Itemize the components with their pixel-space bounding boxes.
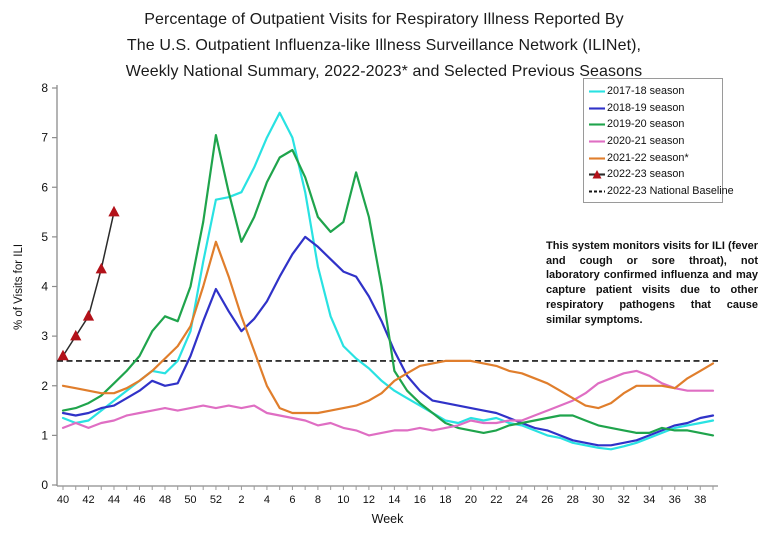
x-tick-label: 46 (133, 494, 145, 506)
y-tick-label: 2 (41, 379, 48, 393)
x-tick-label: 26 (541, 494, 553, 506)
x-tick-label: 52 (210, 494, 222, 506)
x-tick-label: 22 (490, 494, 502, 506)
x-tick-label: 44 (108, 494, 120, 506)
legend-label: 2018-19 season (607, 101, 685, 114)
x-tick-label: 32 (618, 494, 630, 506)
series-marker-triangle (70, 329, 82, 341)
chart-title-line-1: Percentage of Outpatient Visits for Resp… (144, 11, 624, 28)
y-tick-label: 3 (41, 329, 48, 343)
x-tick-label: 16 (414, 494, 426, 506)
x-tick-label: 50 (184, 494, 196, 506)
y-tick-label: 8 (41, 81, 48, 95)
legend-line-swatch-icon (589, 140, 605, 143)
series-marker-triangle (95, 262, 107, 274)
legend-line-swatch-icon (589, 157, 605, 160)
y-tick-label: 7 (41, 131, 48, 145)
x-tick-label: 30 (592, 494, 604, 506)
x-tick-label: 14 (388, 494, 400, 506)
y-tick-label: 0 (41, 478, 48, 492)
x-tick-label: 34 (643, 494, 655, 506)
legend-item: 2020-21 season (588, 133, 718, 150)
chart-legend: 2017-18 season 2018-19 season 2019-20 seas… (583, 78, 734, 204)
x-tick-label: 8 (315, 494, 321, 506)
legend-line-swatch-icon (589, 123, 605, 127)
series-line-2022-23-season (62, 211, 115, 357)
legend-label: 2022-23 National Baseline (607, 184, 734, 197)
legend-item: 2019-20 season (588, 116, 718, 133)
x-tick-label: 18 (439, 494, 451, 506)
legend-item: 2022-23 National Baseline (588, 183, 734, 200)
chart-title: Percentage of Outpatient Visits for Resp… (0, 7, 768, 85)
x-axis-title: Week (372, 512, 404, 526)
series-line-2021-22-season- (61, 240, 715, 415)
x-tick-label: 36 (669, 494, 681, 506)
x-tick-label: 10 (337, 494, 349, 506)
x-tick-label: 12 (363, 494, 375, 506)
x-tick-label: 2 (238, 494, 244, 506)
chart-annotation: This system monitors visits for ILI (fev… (546, 240, 758, 326)
series-marker-triangle (82, 310, 95, 321)
legend-label: 2022-23 season (607, 168, 685, 181)
legend-item: 2022-23 season (588, 166, 718, 183)
series-marker-triangle (108, 205, 120, 217)
x-tick-label: 40 (57, 494, 69, 506)
x-tick-label: 48 (159, 494, 171, 506)
series-line-2019-20-season (61, 134, 715, 437)
chart-title-line-3: Weekly National Summary, 2022-2023* and … (125, 63, 643, 80)
x-tick-label: 20 (465, 494, 477, 506)
y-tick-label: 1 (41, 428, 48, 442)
legend-item: 2021-22 season* (588, 149, 718, 166)
legend-label: 2021-22 season* (607, 151, 689, 164)
legend-line-swatch-icon (589, 107, 605, 110)
x-tick-label: 28 (567, 494, 579, 506)
legend-label: 2017-18 season (607, 85, 685, 98)
legend-label: 2019-20 season (607, 118, 685, 131)
x-tick-label: 38 (694, 494, 706, 506)
x-tick-label: 4 (264, 494, 270, 506)
legend-item: 2018-19 season (588, 100, 718, 117)
legend-dashed-line-icon (589, 190, 605, 193)
legend-line-swatch-icon (589, 90, 605, 93)
x-tick-label: 6 (289, 494, 295, 506)
series-line-2018-19-season (61, 235, 715, 447)
x-tick-label: 24 (516, 494, 528, 506)
legend-triangle-marker-icon (589, 170, 605, 179)
series-marker-triangle (57, 349, 69, 361)
legend-item: 2017-18 season (588, 83, 718, 100)
y-tick-label: 4 (41, 280, 48, 294)
y-axis-title: % of Visits for ILI (13, 244, 25, 330)
y-tick-label: 6 (41, 180, 48, 194)
chart-title-line-2: The U.S. Outpatient Influenza-like Illne… (126, 37, 642, 54)
series-line-2020-21-season (61, 369, 715, 437)
y-tick-label: 5 (41, 230, 48, 244)
legend-label: 2020-21 season (607, 135, 685, 148)
x-tick-label: 42 (82, 494, 94, 506)
